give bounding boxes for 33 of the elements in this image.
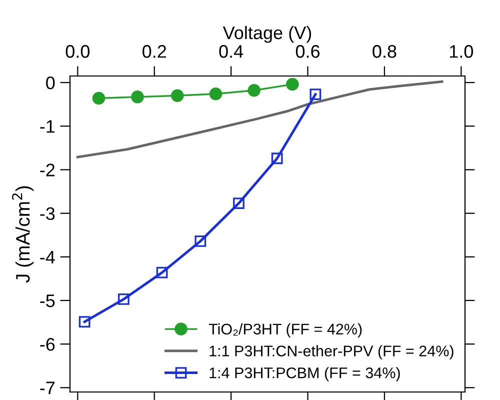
- point: [156, 266, 168, 278]
- x-tick-label: 0.6: [296, 45, 320, 58]
- point: [248, 84, 260, 97]
- legend-label: 1:4 P3HT:PCBM (FF = 34%): [210, 367, 400, 382]
- x-axis-title: Voltage (V): [222, 26, 312, 43]
- line-series: [76, 80, 444, 158]
- point: [310, 88, 322, 100]
- point: [92, 92, 106, 105]
- y-tick-label: -7: [40, 382, 55, 394]
- y-tick-label: -6: [40, 338, 55, 351]
- y-tick-label: -4: [40, 251, 55, 264]
- y-tick-label: -5: [40, 294, 55, 308]
- y-axis-title: J (mA/cm$^{2}$): [12, 186, 34, 283]
- y-tick-label: -3: [40, 207, 55, 220]
- x-tick-label: 0.8: [372, 45, 396, 58]
- point: [170, 89, 184, 102]
- point: [233, 198, 244, 209]
- point: [194, 235, 206, 247]
- x-tick-label: 0.4: [219, 45, 244, 58]
- x-tick-label: 0.2: [142, 45, 166, 58]
- point: [271, 152, 283, 164]
- legend-label: 1:1 P3HT:CN-ether-PPV (FF = 24%): [210, 345, 454, 360]
- x-tick-label: 0.0: [66, 45, 90, 58]
- y-tick-label: -1: [40, 120, 55, 133]
- y-tick-label: 0: [46, 76, 55, 90]
- y-tick-label: -2: [40, 164, 55, 176]
- point: [118, 293, 130, 305]
- legend-label: TiO₂/P3HT (FF = 42%): [208, 323, 362, 338]
- point: [78, 316, 90, 328]
- point: [209, 87, 222, 100]
- x-tick-label: 1.0: [450, 45, 474, 58]
- point: [286, 78, 299, 91]
- point: [131, 90, 144, 104]
